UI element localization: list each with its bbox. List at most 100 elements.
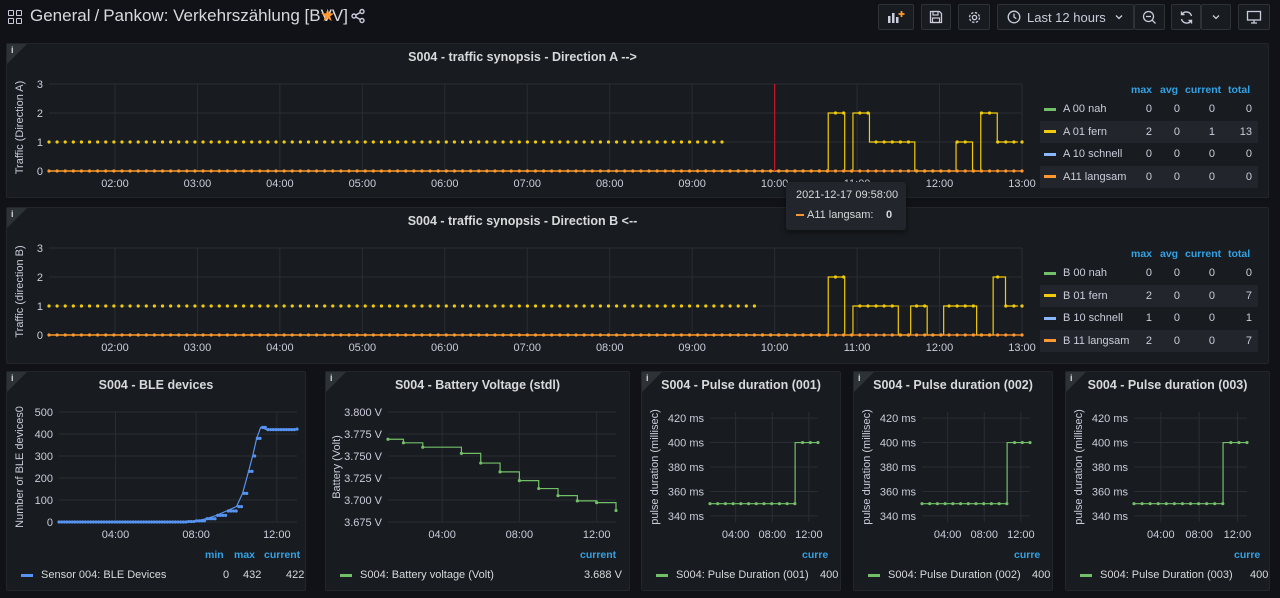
tv-mode-button[interactable] xyxy=(1238,4,1270,30)
data-point xyxy=(744,169,748,173)
data-point xyxy=(623,304,627,308)
panel-title[interactable]: S004 - traffic synopsis - Direction A --… xyxy=(408,50,637,64)
zoom-out-button[interactable] xyxy=(1134,4,1165,30)
info-icon[interactable]: i xyxy=(11,45,14,55)
add-panel-button[interactable] xyxy=(878,4,914,30)
data-point xyxy=(590,169,594,173)
data-point xyxy=(87,304,92,308)
legend-header-current[interactable]: curre xyxy=(1014,549,1041,561)
panel-title[interactable]: S004 - BLE devices xyxy=(98,378,214,392)
y-tick-label: 3.750 V xyxy=(344,451,383,463)
chart-pulse-001[interactable]: 340 ms 360 ms 380 ms 400 ms 420 ms 04:00 08:00… xyxy=(642,372,842,540)
legend-series-name: A 00 nah xyxy=(1063,103,1107,115)
info-icon[interactable]: i xyxy=(11,373,14,383)
panel-info-corner[interactable] xyxy=(7,372,27,392)
panel-title[interactable]: S004 - Pulse duration (002) xyxy=(873,378,1033,392)
refresh-button[interactable] xyxy=(1171,4,1201,30)
panel-info-corner[interactable] xyxy=(1066,372,1086,392)
data-point xyxy=(213,517,217,521)
panel-info-corner[interactable] xyxy=(326,372,346,392)
chart-pulse-002[interactable]: 340 ms 360 ms 380 ms 400 ms 420 ms 04:00 08:00… xyxy=(854,372,1054,540)
legend-header-max[interactable]: max xyxy=(1131,84,1153,96)
info-icon[interactable]: i xyxy=(858,373,861,383)
legend-header-max[interactable]: max xyxy=(234,549,256,561)
panel-title[interactable]: S004 - traffic synopsis - Direction B <-… xyxy=(407,214,638,228)
legend-item[interactable]: Sensor 004: BLE Devices xyxy=(21,569,166,581)
legend-item[interactable]: S004: Pulse Duration (001) xyxy=(656,569,809,581)
info-icon[interactable]: i xyxy=(11,209,14,219)
data-point xyxy=(639,169,643,173)
data-point xyxy=(982,502,986,506)
data-point xyxy=(858,333,862,337)
data-point xyxy=(242,140,246,144)
panel-title[interactable]: S004 - Pulse duration (003) xyxy=(1087,378,1248,392)
data-point xyxy=(266,169,270,173)
legend-header-current[interactable]: curre xyxy=(1234,549,1261,561)
chart-ble-devices[interactable]: 0 100 200 300 400 500 04:00 08:00 12:00 Number of… xyxy=(7,372,307,540)
info-icon[interactable]: i xyxy=(330,373,333,383)
chart-pulse-003[interactable]: 340 ms 360 ms 380 ms 400 ms 420 ms 04:00 08:00… xyxy=(1066,372,1271,540)
data-point xyxy=(469,169,473,173)
breadcrumb-home[interactable]: General xyxy=(30,6,91,25)
legend-header-current[interactable]: current xyxy=(1185,248,1222,260)
data-point xyxy=(112,304,116,308)
legend-item[interactable]: A11 langsam 0 0 0 0 xyxy=(1040,165,1258,188)
time-picker[interactable]: Last 12 hours xyxy=(997,4,1134,30)
panel-title[interactable]: S004 - Battery Voltage (stdl) xyxy=(394,378,561,392)
panel-info-corner[interactable] xyxy=(642,372,662,392)
data-point xyxy=(160,333,165,337)
legend-header-avg[interactable]: avg xyxy=(1160,248,1179,260)
chart-direction-a[interactable]: 0 1 2 3 02:00 03:00 04:00 05:00 06:00 07:00 08:00 0… xyxy=(7,44,1037,194)
legend-item[interactable]: B 10 schnell 1 0 0 1 xyxy=(1040,307,1258,329)
legend-item[interactable]: B 01 fern 2 0 0 7 xyxy=(1040,284,1258,307)
panel-title[interactable]: S004 - Pulse duration (001) xyxy=(661,378,821,392)
legend-item[interactable]: A 01 fern 2 0 1 13 xyxy=(1040,120,1258,143)
save-button[interactable] xyxy=(921,4,951,30)
legend-header-min[interactable]: min xyxy=(205,549,224,561)
legend-item[interactable]: A 00 nah 0 0 0 0 xyxy=(1040,98,1258,120)
panel-info-corner[interactable] xyxy=(854,372,874,392)
data-point xyxy=(83,520,88,524)
x-tick-label: 12:00 xyxy=(1007,529,1035,540)
x-tick-label: 02:00 xyxy=(101,342,129,354)
share-icon[interactable] xyxy=(350,8,366,24)
data-point xyxy=(623,333,627,337)
chart-battery-voltage[interactable]: 3.675 V 3.700 V 3.725 V 3.750 V 3.775 V 3.800… xyxy=(326,372,631,540)
dashboard-title[interactable]: Pankow: Verkehrszählung [BVV] xyxy=(103,6,348,25)
data-point xyxy=(809,169,813,173)
data-point xyxy=(606,304,611,308)
star-icon[interactable]: ★ xyxy=(320,6,336,25)
legend-header-current[interactable]: current xyxy=(580,549,617,561)
breadcrumb: General / Pankow: Verkehrszählung [BVV] xyxy=(30,6,348,25)
legend-item[interactable]: B 11 langsam 2 0 0 7 xyxy=(1040,329,1258,352)
legend-item[interactable]: S004: Battery voltage (Volt) xyxy=(340,569,494,581)
legend-header-total[interactable]: total xyxy=(1228,248,1251,260)
info-icon[interactable]: i xyxy=(646,373,649,383)
legend-item[interactable]: S004: Pulse Duration (003) xyxy=(1080,569,1233,581)
x-tick-label: 05:00 xyxy=(349,178,377,190)
data-point xyxy=(556,494,560,498)
refresh-interval-button[interactable] xyxy=(1201,4,1231,30)
legend-item[interactable]: B 00 nah 0 0 0 0 xyxy=(1040,262,1258,284)
legend-header-current[interactable]: curre xyxy=(802,549,829,561)
data-point xyxy=(866,111,870,115)
legend-header-current[interactable]: current xyxy=(264,549,301,561)
data-point xyxy=(525,140,529,144)
legend-item[interactable]: A 10 schnell 0 0 0 0 xyxy=(1040,143,1258,165)
settings-button[interactable] xyxy=(958,4,990,30)
x-tick-label: 02:00 xyxy=(101,178,129,190)
data-point xyxy=(951,502,955,506)
chart-direction-b[interactable]: 0 1 2 3 02:00 03:00 04:00 05:00 06:00 07:00 08:00 0… xyxy=(7,208,1037,360)
legend-header-total[interactable]: total xyxy=(1228,84,1251,96)
legend-header-current[interactable]: current xyxy=(1185,84,1222,96)
data-point xyxy=(387,140,392,144)
info-icon[interactable]: i xyxy=(1070,373,1073,383)
x-tick-label: 03:00 xyxy=(184,342,212,354)
legend-header-avg[interactable]: avg xyxy=(1160,84,1179,96)
data-point xyxy=(152,304,157,308)
apps-icon[interactable] xyxy=(8,10,22,24)
legend-header-max[interactable]: max xyxy=(1131,248,1153,260)
panel-info-corner[interactable] xyxy=(7,44,27,64)
legend-item[interactable]: S004: Pulse Duration (002) xyxy=(868,569,1021,581)
panel-info-corner[interactable] xyxy=(7,208,27,228)
